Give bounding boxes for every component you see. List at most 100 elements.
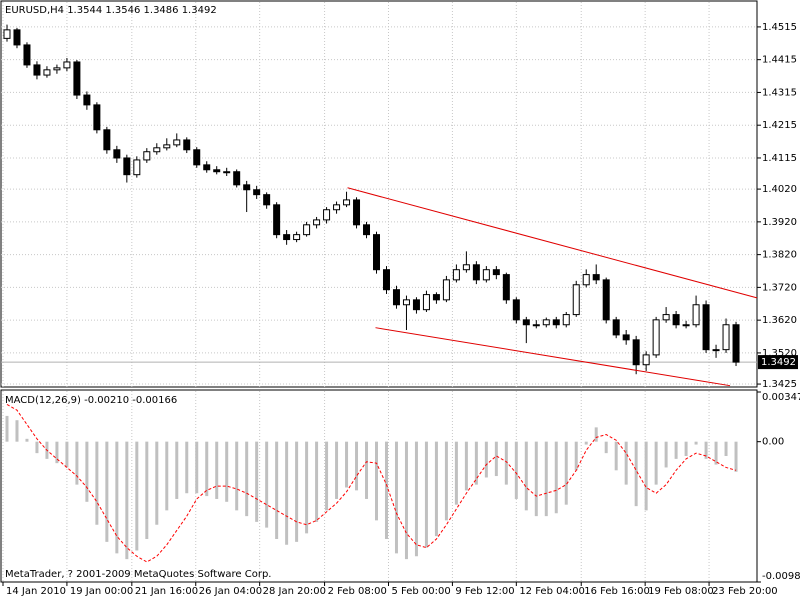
candle-body: [692, 304, 700, 326]
y-tick-label: 1.3720: [762, 282, 797, 293]
y-tick-label: 1.3920: [762, 217, 797, 228]
candle-body: [462, 264, 470, 271]
candle-body: [133, 159, 141, 176]
y-tick-label: 1.3820: [762, 250, 797, 261]
copyright: MetaTrader, ? 2001-2009 MetaQuotes Softw…: [5, 569, 271, 580]
candle-body: [522, 319, 530, 326]
candle-body: [343, 199, 351, 206]
macd-header: MACD(12,26,9) -0.00210 -0.00166: [5, 395, 177, 406]
candle-body: [672, 314, 680, 326]
y-tick-label: 1.4115: [762, 153, 797, 164]
candle-body: [33, 64, 41, 76]
y-tick-label: 1.4020: [762, 184, 797, 195]
candle-body: [183, 139, 191, 151]
candle-body: [632, 339, 640, 366]
y-tick-label: 1.3425: [762, 379, 797, 390]
candle-body: [123, 157, 131, 176]
candle-body: [562, 314, 570, 326]
x-tick-label: 28 Jan 20:00: [263, 586, 326, 597]
candle-body: [422, 294, 430, 311]
candle-body: [143, 151, 151, 161]
candle-body: [263, 194, 271, 206]
candle-body: [203, 164, 211, 171]
signal-line: [6, 404, 737, 563]
candle-body: [412, 299, 420, 311]
y-tick-label: 0.00: [762, 437, 784, 448]
candle-body: [283, 234, 291, 241]
candle-body: [333, 204, 341, 211]
trendline: [375, 327, 731, 387]
price-header: EURUSD,H4 1.3544 1.3546 1.3486 1.3492: [5, 5, 217, 16]
candle-body: [392, 289, 400, 306]
candle-body: [402, 299, 410, 306]
x-tick-label: 21 Jan 16:00: [135, 586, 198, 597]
candle-body: [363, 224, 371, 236]
candle-body: [582, 274, 590, 286]
candle-body: [173, 139, 181, 146]
candle-body: [303, 224, 311, 236]
candle-body: [732, 324, 740, 363]
candle-body: [103, 129, 111, 151]
x-tick-label: 9 Feb 12:00: [455, 586, 514, 597]
candle-body: [572, 284, 580, 316]
candle-body: [163, 144, 171, 149]
candle-body: [592, 274, 600, 281]
macd-panel: [0, 389, 758, 583]
candle-body: [213, 169, 221, 173]
candle-body: [323, 209, 331, 221]
price-panel: [0, 0, 758, 388]
candle-body: [512, 299, 520, 321]
y-tick-label: 1.3620: [762, 315, 797, 326]
x-tick-label: 2 Feb 08:00: [328, 586, 387, 597]
candle-body: [273, 204, 281, 236]
candle-body: [113, 149, 121, 159]
candle-body: [53, 67, 61, 71]
candle-body: [153, 147, 161, 153]
x-tick-label: 23 Feb 20:00: [712, 586, 778, 597]
candle-body: [492, 269, 500, 276]
last-price-tag: [758, 355, 798, 370]
candle-body: [233, 171, 241, 186]
candle-body: [193, 149, 201, 166]
y-tick-label: 1.4215: [762, 120, 797, 131]
y-tick-label: 1.4515: [762, 22, 797, 33]
candle-body: [293, 234, 301, 241]
candle-body: [313, 219, 321, 226]
candle-body: [702, 304, 710, 351]
candle-body: [712, 349, 720, 352]
y-tick-label: 1.3520: [762, 348, 797, 359]
candle-body: [382, 269, 390, 291]
candle-body: [622, 334, 630, 341]
x-tick-label: 16 Feb 16:00: [584, 586, 650, 597]
y-tick-label: 1.4415: [762, 55, 797, 66]
candle-body: [83, 94, 91, 106]
candle-body: [373, 234, 381, 271]
candle-body: [482, 269, 490, 281]
candle-body: [532, 324, 540, 327]
y-tick-label: 1.4315: [762, 87, 797, 98]
candle-body: [452, 269, 460, 281]
x-tick-label: 14 Jan 2010: [6, 586, 66, 597]
candle-body: [23, 44, 31, 66]
candle-body: [3, 29, 11, 39]
x-tick-label: 19 Feb 08:00: [648, 586, 714, 597]
candle-body: [353, 199, 361, 226]
x-tick-label: 5 Feb 00:00: [391, 586, 450, 597]
candle-body: [63, 61, 71, 69]
candle-body: [552, 319, 560, 326]
y-tick-label: -0.0098: [762, 571, 800, 582]
candle-body: [472, 264, 480, 281]
trendline: [347, 187, 758, 299]
y-tick-label: 0.00347: [762, 392, 800, 403]
last-price-label: 1.3492: [761, 357, 796, 368]
candle-body: [602, 279, 610, 321]
candle-body: [93, 104, 101, 131]
candle-body: [432, 294, 440, 301]
x-tick-label: 19 Jan 00:00: [70, 586, 133, 597]
candle-body: [442, 279, 450, 301]
candle-body: [223, 171, 231, 174]
candle-body: [722, 324, 730, 351]
